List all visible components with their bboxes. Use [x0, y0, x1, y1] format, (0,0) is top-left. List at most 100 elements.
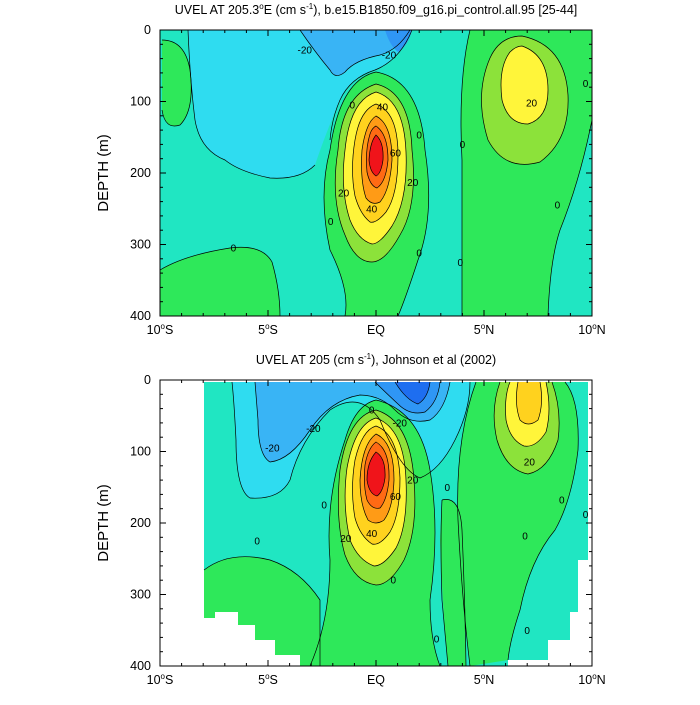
observation-y-tick-label: 100: [130, 445, 151, 459]
observation-x-tick-label: 5oN: [474, 672, 494, 687]
observation-contour-label: 0: [444, 483, 450, 494]
model-panel: UVEL AT 205.3oE (cm s-1), b.e15.B1850.f0…: [95, 2, 606, 337]
observation-contour-line-eq-outer-east: [375, 399, 441, 666]
model-x-tick-label: 10oN: [578, 322, 605, 337]
observation-contour-label: 0: [369, 406, 375, 417]
observation-y-tick-label: 400: [130, 659, 151, 673]
model-contour-labels: -20 -20 0 40 0 60 20 20 40 0 0 0 0 0 20 0 0: [231, 46, 589, 269]
observation-y-tick-label: 200: [130, 516, 151, 530]
observation-contour-label: 0: [434, 634, 440, 645]
observation-contour-label: -20: [265, 443, 280, 454]
observation-contour-line-70: [366, 451, 386, 497]
model-contour-label: 0: [328, 217, 334, 228]
model-contour-label: -20: [382, 51, 397, 62]
model-contour-label: 20: [526, 98, 538, 109]
model-y-tick-label: 400: [130, 309, 151, 323]
model-y-tick-label: 100: [130, 95, 151, 109]
observation-contour-label: 0: [524, 626, 530, 637]
model-contour-label: 0: [416, 249, 422, 260]
observation-fill-70-plus: [367, 452, 386, 496]
model-panel-title: UVEL AT 205.3oE (cm s-1), b.e15.B1850.f0…: [175, 2, 578, 17]
model-contour-line-north-30: [500, 45, 549, 125]
model-fill-30-40-north: [501, 46, 548, 124]
model-contour-label: 40: [377, 103, 389, 114]
observation-contour-line-sw: [203, 556, 321, 666]
model-fill-neg30-neg20: [385, 30, 412, 52]
model-contour-label: -20: [297, 46, 312, 57]
model-fill-neg10-0: [188, 30, 412, 179]
observation-panel-title: UVEL AT 205 (cm s-1), Johnson et al (200…: [256, 352, 496, 367]
model-contour-line-70: [368, 134, 384, 177]
model-contour-label: 0: [457, 258, 463, 269]
model-contour-line-sw: [160, 246, 281, 316]
model-contour-label: 0: [231, 244, 237, 255]
model-contour-line-eq-outer-west: [323, 71, 377, 316]
observation-contour-line-60: [363, 441, 390, 509]
observation-contour-label: 20: [407, 476, 419, 487]
model-contour-line-north-east-0: [547, 119, 592, 316]
observation-fill-10-20-column: [440, 499, 466, 666]
observation-contour-line-50: [359, 433, 395, 524]
observation-contour-line-neg40: [394, 381, 431, 405]
observation-contour-line-north-west: [457, 381, 477, 666]
model-contour-line-neg20: [299, 30, 411, 76]
observation-contour-line-30: [344, 417, 407, 567]
model-contour-label: 0: [416, 131, 422, 142]
model-contour-line-40: [352, 103, 399, 223]
observation-contour-line-neg20: [254, 381, 451, 463]
model-contour-line-30: [342, 91, 407, 245]
model-contour-label: 0: [583, 79, 589, 90]
model-contour-label: 40: [366, 204, 378, 215]
observation-contour-label: 0: [390, 576, 396, 587]
observation-contour-line-column-east: [441, 499, 467, 666]
observation-contour-line-20: [338, 409, 416, 586]
observation-contour-label: 0: [522, 531, 528, 542]
observation-contour-label: 20: [524, 458, 536, 469]
model-contour-label: 0: [555, 201, 561, 212]
model-contour-label: 60: [390, 148, 402, 159]
model-contour-line-20: [334, 83, 414, 263]
model-fill-10-20-west: [162, 40, 192, 126]
model-fill-10-20-sw: [160, 247, 280, 316]
observation-contour-line-north-30: [505, 381, 550, 447]
observation-contour-line-north-east: [507, 381, 579, 661]
model-fill-neg20-neg10: [300, 30, 410, 76]
model-contour-line-0-east: [329, 30, 413, 141]
observation-contour-label: -20: [306, 424, 321, 435]
observation-contour-label: 20: [340, 534, 352, 545]
observation-x-tick-label: EQ: [367, 673, 385, 687]
observation-contour-field: [160, 380, 592, 666]
model-contour-line-eq-outer-east: [375, 71, 430, 316]
observation-y-tick-label: 300: [130, 588, 151, 602]
observation-panel: UVEL AT 205 (cm s-1), Johnson et al (200…: [95, 352, 606, 687]
observation-x-tick-label: 10oN: [578, 672, 605, 687]
observation-contour-label: 0: [559, 496, 565, 507]
model-contour-line-60: [366, 125, 389, 189]
model-contour-label: 20: [338, 189, 350, 200]
observation-contour-label: -20: [393, 418, 408, 429]
model-contour-line-north-0: [460, 30, 471, 316]
observation-fill-neg40-neg30: [395, 382, 430, 404]
model-contour-label: 0: [460, 140, 466, 151]
observation-contour-labels: 0 -20 -20 -20 20 60 0 20 0 40 20 0 0 0 0 0 0 0: [254, 406, 588, 646]
model-contour-line-50: [361, 115, 393, 204]
model-x-tick-label: 10oS: [147, 322, 174, 337]
observation-contour-label: 0: [254, 536, 260, 547]
observation-x-tick-label: 5oS: [258, 672, 278, 687]
model-x-tick-label: EQ: [367, 323, 385, 337]
observation-x-tick-label: 10oS: [147, 672, 174, 687]
model-x-tick-label: 5oN: [474, 322, 494, 337]
observation-contour-line-40: [352, 425, 401, 545]
observation-contour-label: 60: [390, 492, 402, 503]
model-contour-field: [160, 30, 592, 316]
model-y-tick-label: 0: [144, 23, 151, 37]
observation-contour-label: 40: [366, 529, 378, 540]
model-y-tick-label: 200: [130, 166, 151, 180]
model-contour-line-west-pocket: [161, 39, 192, 127]
model-contour-label: 20: [407, 178, 419, 189]
observation-contour-label: 0: [583, 510, 589, 521]
